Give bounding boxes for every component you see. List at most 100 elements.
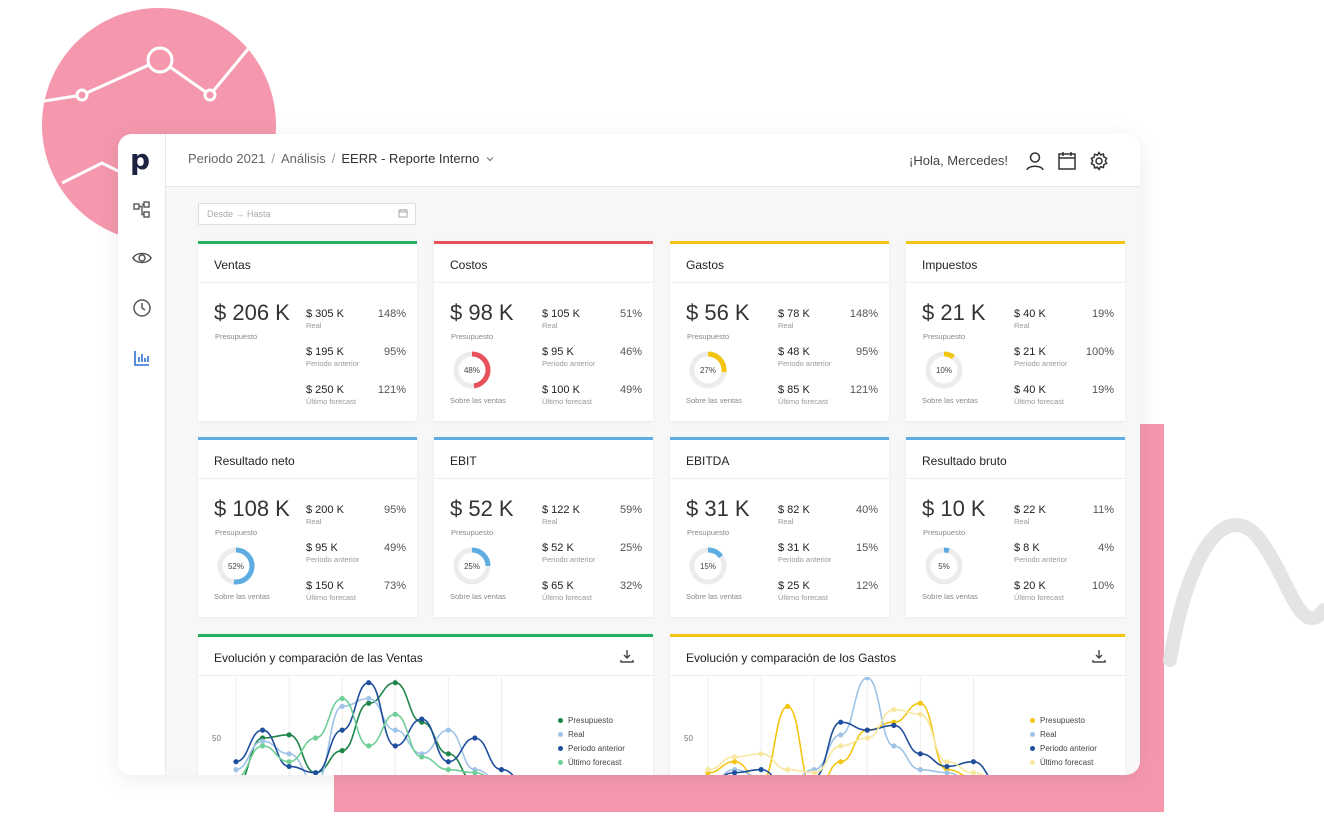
kpi-donut-arc <box>925 351 963 389</box>
series-point[interactable] <box>838 732 844 738</box>
series-point[interactable] <box>392 680 398 686</box>
calendar-icon[interactable] <box>1056 150 1078 172</box>
series-point[interactable] <box>864 735 870 741</box>
series-point[interactable] <box>392 743 398 749</box>
series-point[interactable] <box>366 743 372 749</box>
kpi-main-value: $ 206 K <box>214 300 290 325</box>
legend-item[interactable]: Presupuesto <box>558 713 625 727</box>
series-point[interactable] <box>366 695 372 702</box>
series-point[interactable] <box>785 767 791 773</box>
series-point[interactable] <box>891 743 897 749</box>
kpi-stat-label: Real <box>542 517 558 526</box>
series-point[interactable] <box>392 727 398 733</box>
download-icon[interactable] <box>1091 648 1107 664</box>
series-point[interactable] <box>758 751 764 757</box>
series-point[interactable] <box>259 738 266 744</box>
eye-icon[interactable] <box>130 246 154 270</box>
kpi-card: EBIT $ 52 K Presupuesto $ 122 K Real 59% $… <box>434 437 653 617</box>
series-point[interactable] <box>864 677 870 681</box>
series-point[interactable] <box>758 767 764 773</box>
breadcrumb-analysis[interactable]: Análisis <box>280 151 326 166</box>
series-point[interactable] <box>445 767 451 773</box>
kpi-stat-value: $ 195 K <box>306 346 344 358</box>
kpi-stat: $ 100 K Último forecast 49% <box>542 384 642 406</box>
series-point[interactable] <box>917 767 923 773</box>
legend-item[interactable]: Real <box>558 727 625 741</box>
series-point[interactable] <box>472 735 478 741</box>
series-point[interactable] <box>313 770 319 775</box>
series-point[interactable] <box>286 732 292 738</box>
series-point[interactable] <box>498 767 505 773</box>
legend-item[interactable]: Presupuesto <box>1030 713 1097 727</box>
legend-item[interactable]: Periodo anterior <box>1030 741 1097 755</box>
series-point[interactable] <box>472 770 478 775</box>
series-point[interactable] <box>891 722 897 728</box>
legend-item[interactable]: Último forecast <box>558 755 625 769</box>
series-point[interactable] <box>366 680 372 686</box>
series-point[interactable] <box>419 716 425 722</box>
date-range-input[interactable]: Desde → Hasta <box>198 203 416 225</box>
series-point[interactable] <box>313 735 319 741</box>
series-point[interactable] <box>286 759 292 765</box>
series-point[interactable] <box>445 751 451 757</box>
kpi-stat-value: $ 78 K <box>778 308 810 320</box>
series-point[interactable] <box>259 743 266 749</box>
series-point[interactable] <box>731 759 738 765</box>
breadcrumb-period[interactable]: Periodo 2021 <box>188 151 266 166</box>
kpi-stat-value: $ 48 K <box>778 346 810 358</box>
series-point[interactable] <box>445 759 451 765</box>
kpi-stat-value: $ 21 K <box>1014 346 1046 358</box>
series-point[interactable] <box>705 767 711 773</box>
series-point[interactable] <box>419 754 425 760</box>
series-point[interactable] <box>864 727 870 733</box>
series-point[interactable] <box>233 767 239 773</box>
series-point[interactable] <box>366 700 372 706</box>
series-point[interactable] <box>970 770 977 775</box>
series-point[interactable] <box>259 727 266 733</box>
series-point[interactable] <box>339 695 345 702</box>
series-point[interactable] <box>838 719 844 725</box>
kpi-main-label: Presupuesto <box>687 332 730 341</box>
series-point[interactable] <box>917 751 923 757</box>
series-point[interactable] <box>838 743 844 749</box>
series-point[interactable] <box>970 759 977 765</box>
kpi-stat: $ 95 K Periodo anterior 49% <box>306 542 406 564</box>
series-point[interactable] <box>339 703 345 709</box>
hierarchy-icon[interactable] <box>130 198 154 222</box>
breadcrumb: Periodo 2021 / Análisis / EERR - Reporte… <box>188 151 495 166</box>
legend-item[interactable]: Real <box>1030 727 1097 741</box>
series-point[interactable] <box>392 711 398 717</box>
series-point[interactable] <box>917 711 923 717</box>
series-point[interactable] <box>286 763 292 770</box>
line-chart: 10050 <box>212 677 514 775</box>
series-point[interactable] <box>339 748 345 754</box>
clock-icon[interactable] <box>130 296 154 320</box>
chevron-down-icon[interactable] <box>485 154 495 164</box>
app-logo[interactable]: p <box>130 143 151 176</box>
legend-item[interactable]: Periodo anterior <box>558 741 625 755</box>
series-point[interactable] <box>838 759 844 765</box>
series-point[interactable] <box>339 727 345 733</box>
breadcrumb-report[interactable]: EERR - Reporte Interno <box>341 151 480 166</box>
divider <box>434 478 653 479</box>
series-point[interactable] <box>944 770 950 775</box>
user-icon[interactable] <box>1024 150 1046 172</box>
series-point[interactable] <box>233 759 239 765</box>
gear-icon[interactable] <box>1088 150 1110 172</box>
download-icon[interactable] <box>619 648 635 664</box>
series-point[interactable] <box>731 770 738 775</box>
series-point[interactable] <box>811 770 817 775</box>
series-point[interactable] <box>785 703 791 709</box>
bar-chart-icon[interactable] <box>130 346 154 370</box>
series-line <box>235 697 489 775</box>
kpi-stat-value: $ 200 K <box>306 504 344 516</box>
series-point[interactable] <box>731 754 738 760</box>
legend-item[interactable]: Último forecast <box>1030 755 1097 769</box>
series-point[interactable] <box>891 706 897 713</box>
series-point[interactable] <box>944 759 950 765</box>
series-point[interactable] <box>944 763 950 770</box>
series-point[interactable] <box>286 751 292 757</box>
series-point[interactable] <box>445 727 451 733</box>
series-point[interactable] <box>917 700 923 706</box>
legend-label: Último forecast <box>1040 757 1094 767</box>
